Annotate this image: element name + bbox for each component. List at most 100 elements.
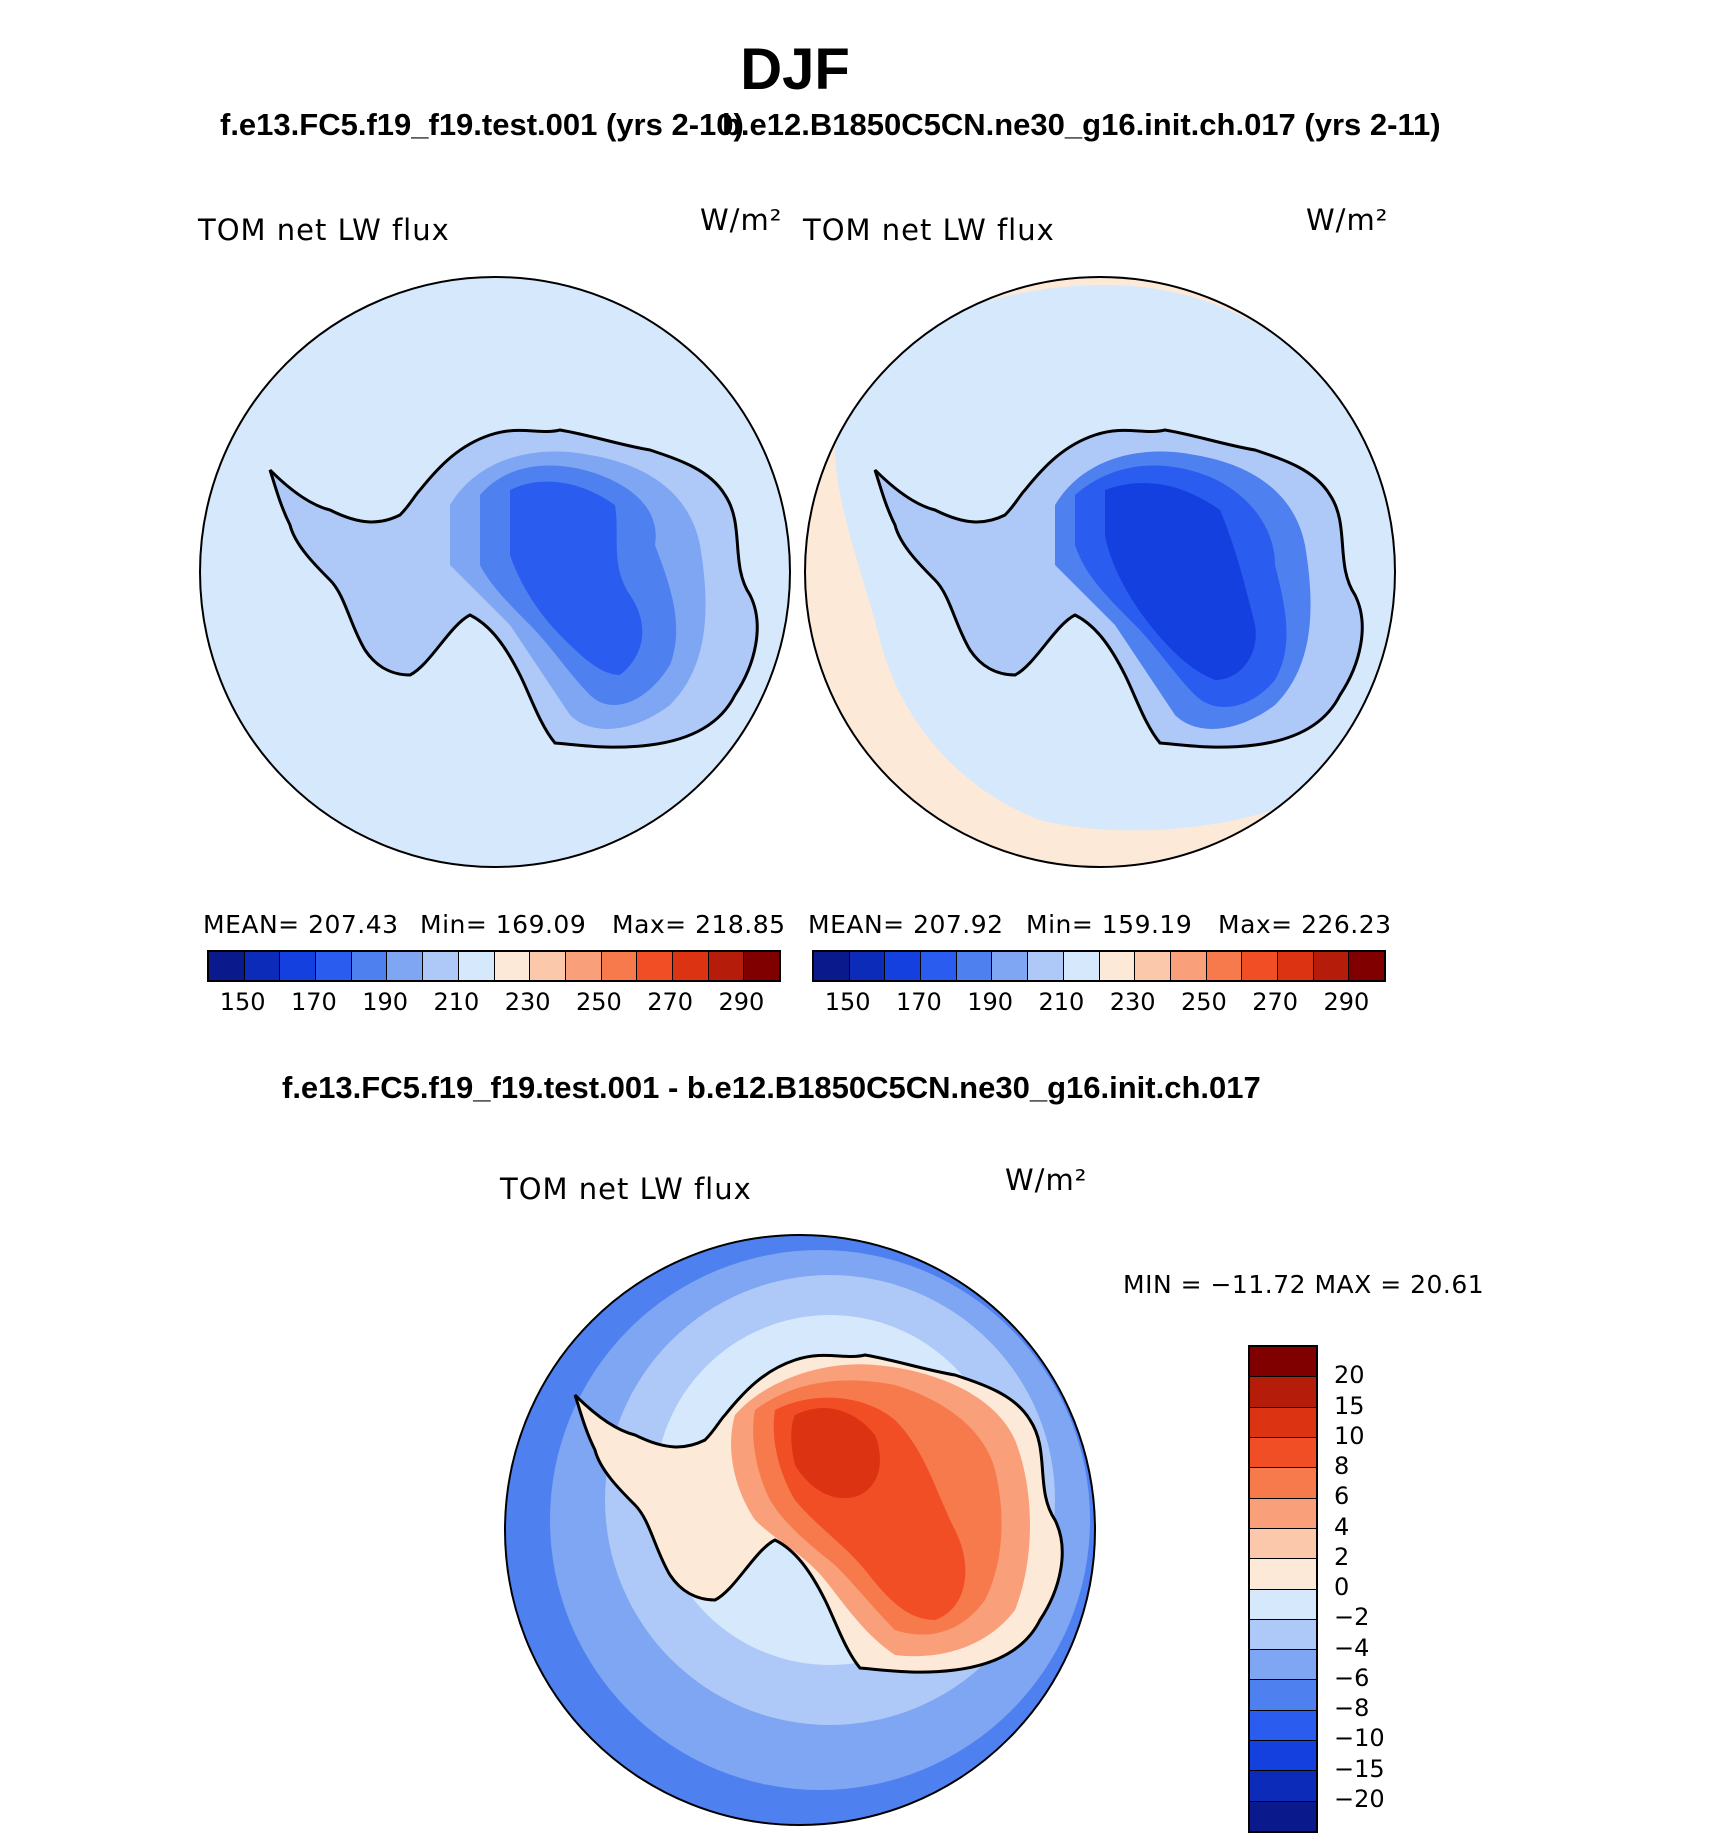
right-colorbar-tick-label: 250 (1180, 988, 1227, 1016)
left-colorbar-swatch (209, 952, 245, 980)
diff-colorbar-swatch (1250, 1680, 1316, 1711)
diff-variable-label: TOM net LW flux (500, 1172, 752, 1206)
right-mean: MEAN= 207.92 (808, 910, 1004, 939)
diff-colorbar-tick-label: −6 (1334, 1663, 1370, 1692)
right-colorbar-swatch (849, 952, 886, 980)
diff-colorbar-tick-label: 8 (1334, 1452, 1350, 1480)
diff-colorbar-tick-label: 4 (1334, 1512, 1350, 1541)
page-title: DJF (740, 37, 850, 102)
left-colorbar-swatch (601, 952, 638, 980)
subtitle-right: b.e12.B1850C5CN.ne30_g16.init.ch.017 (yr… (722, 107, 1441, 142)
diff-colorbar-swatch (1250, 1377, 1316, 1408)
diff-colorbar-swatch (1250, 1559, 1316, 1590)
diff-colorbar-swatch (1250, 1407, 1316, 1438)
left-colorbar-swatch (423, 952, 459, 980)
diff-title: f.e13.FC5.f19_f19.test.001 - b.e12.B1850… (282, 1070, 1261, 1105)
left-colorbar-swatch (458, 952, 495, 980)
right-colorbar-swatch (1277, 952, 1314, 980)
right-colorbar-swatch (1242, 952, 1278, 980)
right-max: Max= 226.23 (1218, 910, 1392, 939)
left-colorbar (207, 950, 781, 982)
diff-colorbar-tick-label: −15 (1334, 1754, 1385, 1783)
diff-units-label: W/m² (1005, 1163, 1088, 1197)
left-max: Max= 218.85 (612, 910, 786, 939)
left-colorbar-swatch (530, 952, 566, 980)
diff-colorbar-tick-label: 10 (1334, 1421, 1365, 1450)
diff-colorbar-tick-label: 15 (1334, 1391, 1365, 1420)
right-colorbar-tick-label: 210 (1038, 988, 1085, 1016)
left-colorbar-swatch (351, 952, 388, 980)
left-colorbar-tick-label: 250 (575, 988, 622, 1016)
right-units-label: W/m² (1306, 203, 1389, 237)
left-colorbar-tick-label: 230 (504, 988, 551, 1016)
right-map-border (804, 276, 1396, 868)
left-colorbar-swatch (316, 952, 352, 980)
right-colorbar-tick-label: 170 (895, 988, 942, 1016)
subtitle-left: f.e13.FC5.f19_f19.test.001 (yrs 2-10) (220, 107, 744, 142)
diff-colorbar-tick-label: 6 (1334, 1482, 1350, 1511)
right-colorbar-swatch (814, 952, 850, 980)
left-colorbar-swatch (637, 952, 673, 980)
diff-colorbar-swatch (1250, 1589, 1316, 1620)
left-map (200, 277, 790, 867)
diff-colorbar-swatch (1250, 1801, 1316, 1831)
right-colorbar-swatch (1099, 952, 1136, 980)
diff-colorbar-tick-label: −2 (1334, 1603, 1370, 1632)
right-colorbar-tick-label: 270 (1252, 988, 1299, 1016)
diff-colorbar-swatch (1250, 1771, 1316, 1802)
right-colorbar-swatch (992, 952, 1029, 980)
left-colorbar-swatch (565, 952, 602, 980)
right-min: Min= 159.19 (1026, 910, 1193, 939)
diff-colorbar-swatch (1250, 1741, 1316, 1772)
right-colorbar-tick-label: 150 (824, 988, 871, 1016)
diff-colorbar-tick-label: 2 (1334, 1542, 1350, 1571)
left-colorbar-tick-label: 150 (219, 988, 266, 1016)
right-colorbar-swatch (956, 952, 993, 980)
right-colorbar-tick-label: 290 (1323, 988, 1370, 1016)
diff-colorbar-swatch (1250, 1437, 1316, 1469)
diff-colorbar-swatch (1250, 1347, 1316, 1378)
diff-colorbar-swatch (1250, 1468, 1316, 1499)
left-colorbar-tick-label: 270 (647, 988, 694, 1016)
left-colorbar-tick-label: 170 (290, 988, 337, 1016)
left-colorbar-swatch (708, 952, 745, 980)
right-colorbar-swatch (1313, 952, 1350, 980)
right-colorbar-tick-label: 230 (1109, 988, 1156, 1016)
right-colorbar (812, 950, 1386, 982)
right-colorbar-swatch (1135, 952, 1171, 980)
right-colorbar-swatch (1028, 952, 1064, 980)
diff-colorbar (1248, 1345, 1318, 1833)
right-colorbar-swatch (1206, 952, 1243, 980)
diff-colorbar-swatch (1250, 1650, 1316, 1681)
diff-colorbar-tick-label: −4 (1334, 1633, 1370, 1662)
left-mean: MEAN= 207.43 (203, 910, 399, 939)
diff-colorbar-tick-label: −8 (1334, 1694, 1370, 1722)
left-colorbar-swatch (387, 952, 424, 980)
diff-minmax: MIN = −11.72 MAX = 20.61 (1123, 1270, 1485, 1299)
diff-map-border (504, 1234, 1096, 1826)
left-colorbar-swatch (744, 952, 779, 980)
left-colorbar-tick-label: 190 (362, 988, 409, 1016)
right-variable-label: TOM net LW flux (803, 213, 1055, 247)
left-colorbar-swatch (672, 952, 709, 980)
diff-map (505, 1235, 1095, 1825)
right-colorbar-swatch (1063, 952, 1100, 980)
left-map-border (199, 276, 791, 868)
right-colorbar-tick-label: 190 (967, 988, 1014, 1016)
left-colorbar-swatch (280, 952, 317, 980)
diff-colorbar-swatch (1250, 1710, 1316, 1742)
left-units-label: W/m² (700, 203, 783, 237)
left-colorbar-swatch (244, 952, 281, 980)
left-variable-label: TOM net LW flux (198, 213, 450, 247)
diff-colorbar-tick-label: 0 (1334, 1573, 1350, 1601)
right-colorbar-swatch (921, 952, 957, 980)
right-colorbar-swatch (1170, 952, 1207, 980)
right-colorbar-swatch (1349, 952, 1384, 980)
diff-colorbar-tick-label: −10 (1334, 1724, 1385, 1753)
diff-colorbar-swatch (1250, 1528, 1316, 1560)
diff-colorbar-tick-label: −20 (1334, 1784, 1385, 1813)
right-map (805, 277, 1395, 867)
left-colorbar-swatch (494, 952, 531, 980)
right-colorbar-swatch (885, 952, 922, 980)
